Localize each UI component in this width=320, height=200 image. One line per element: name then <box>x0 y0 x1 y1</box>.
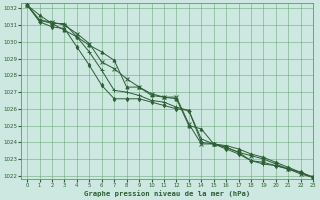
X-axis label: Graphe pression niveau de la mer (hPa): Graphe pression niveau de la mer (hPa) <box>84 190 250 197</box>
